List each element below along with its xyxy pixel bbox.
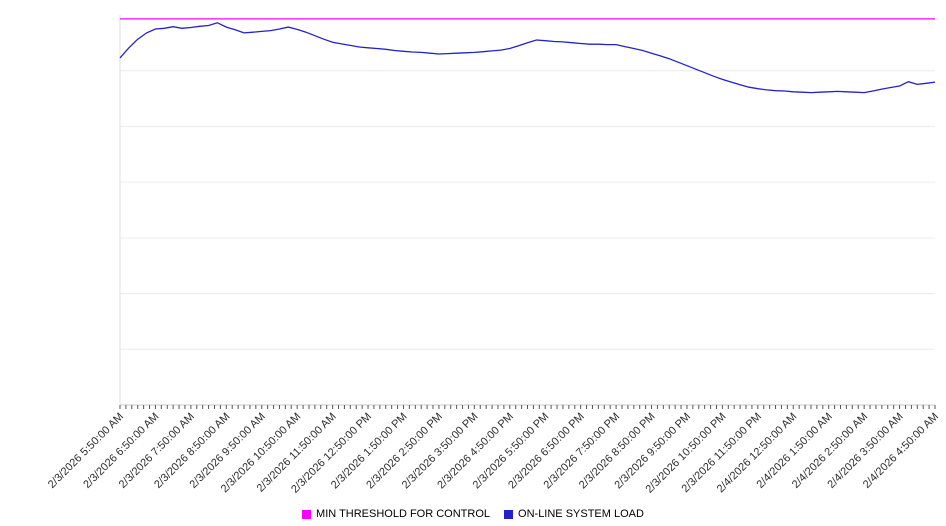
legend-label-min-threshold: MIN THRESHOLD FOR CONTROL [316, 508, 491, 520]
system-load-swatch [504, 509, 514, 519]
system-load-line [119, 22, 936, 94]
chart-svg: 2/3/2026 5:50:00 AM2/3/2026 6:50:00 AM2/… [46, 15, 941, 496]
chart-legend: MIN THRESHOLD FOR CONTROL ON-LINE SYSTEM… [0, 508, 946, 520]
legend-label-system-load: ON-LINE SYSTEM LOAD [518, 508, 644, 520]
legend-item-min-threshold: MIN THRESHOLD FOR CONTROL [302, 508, 490, 520]
min-threshold-swatch [302, 509, 312, 519]
legend-item-system-load: ON-LINE SYSTEM LOAD [504, 508, 644, 520]
